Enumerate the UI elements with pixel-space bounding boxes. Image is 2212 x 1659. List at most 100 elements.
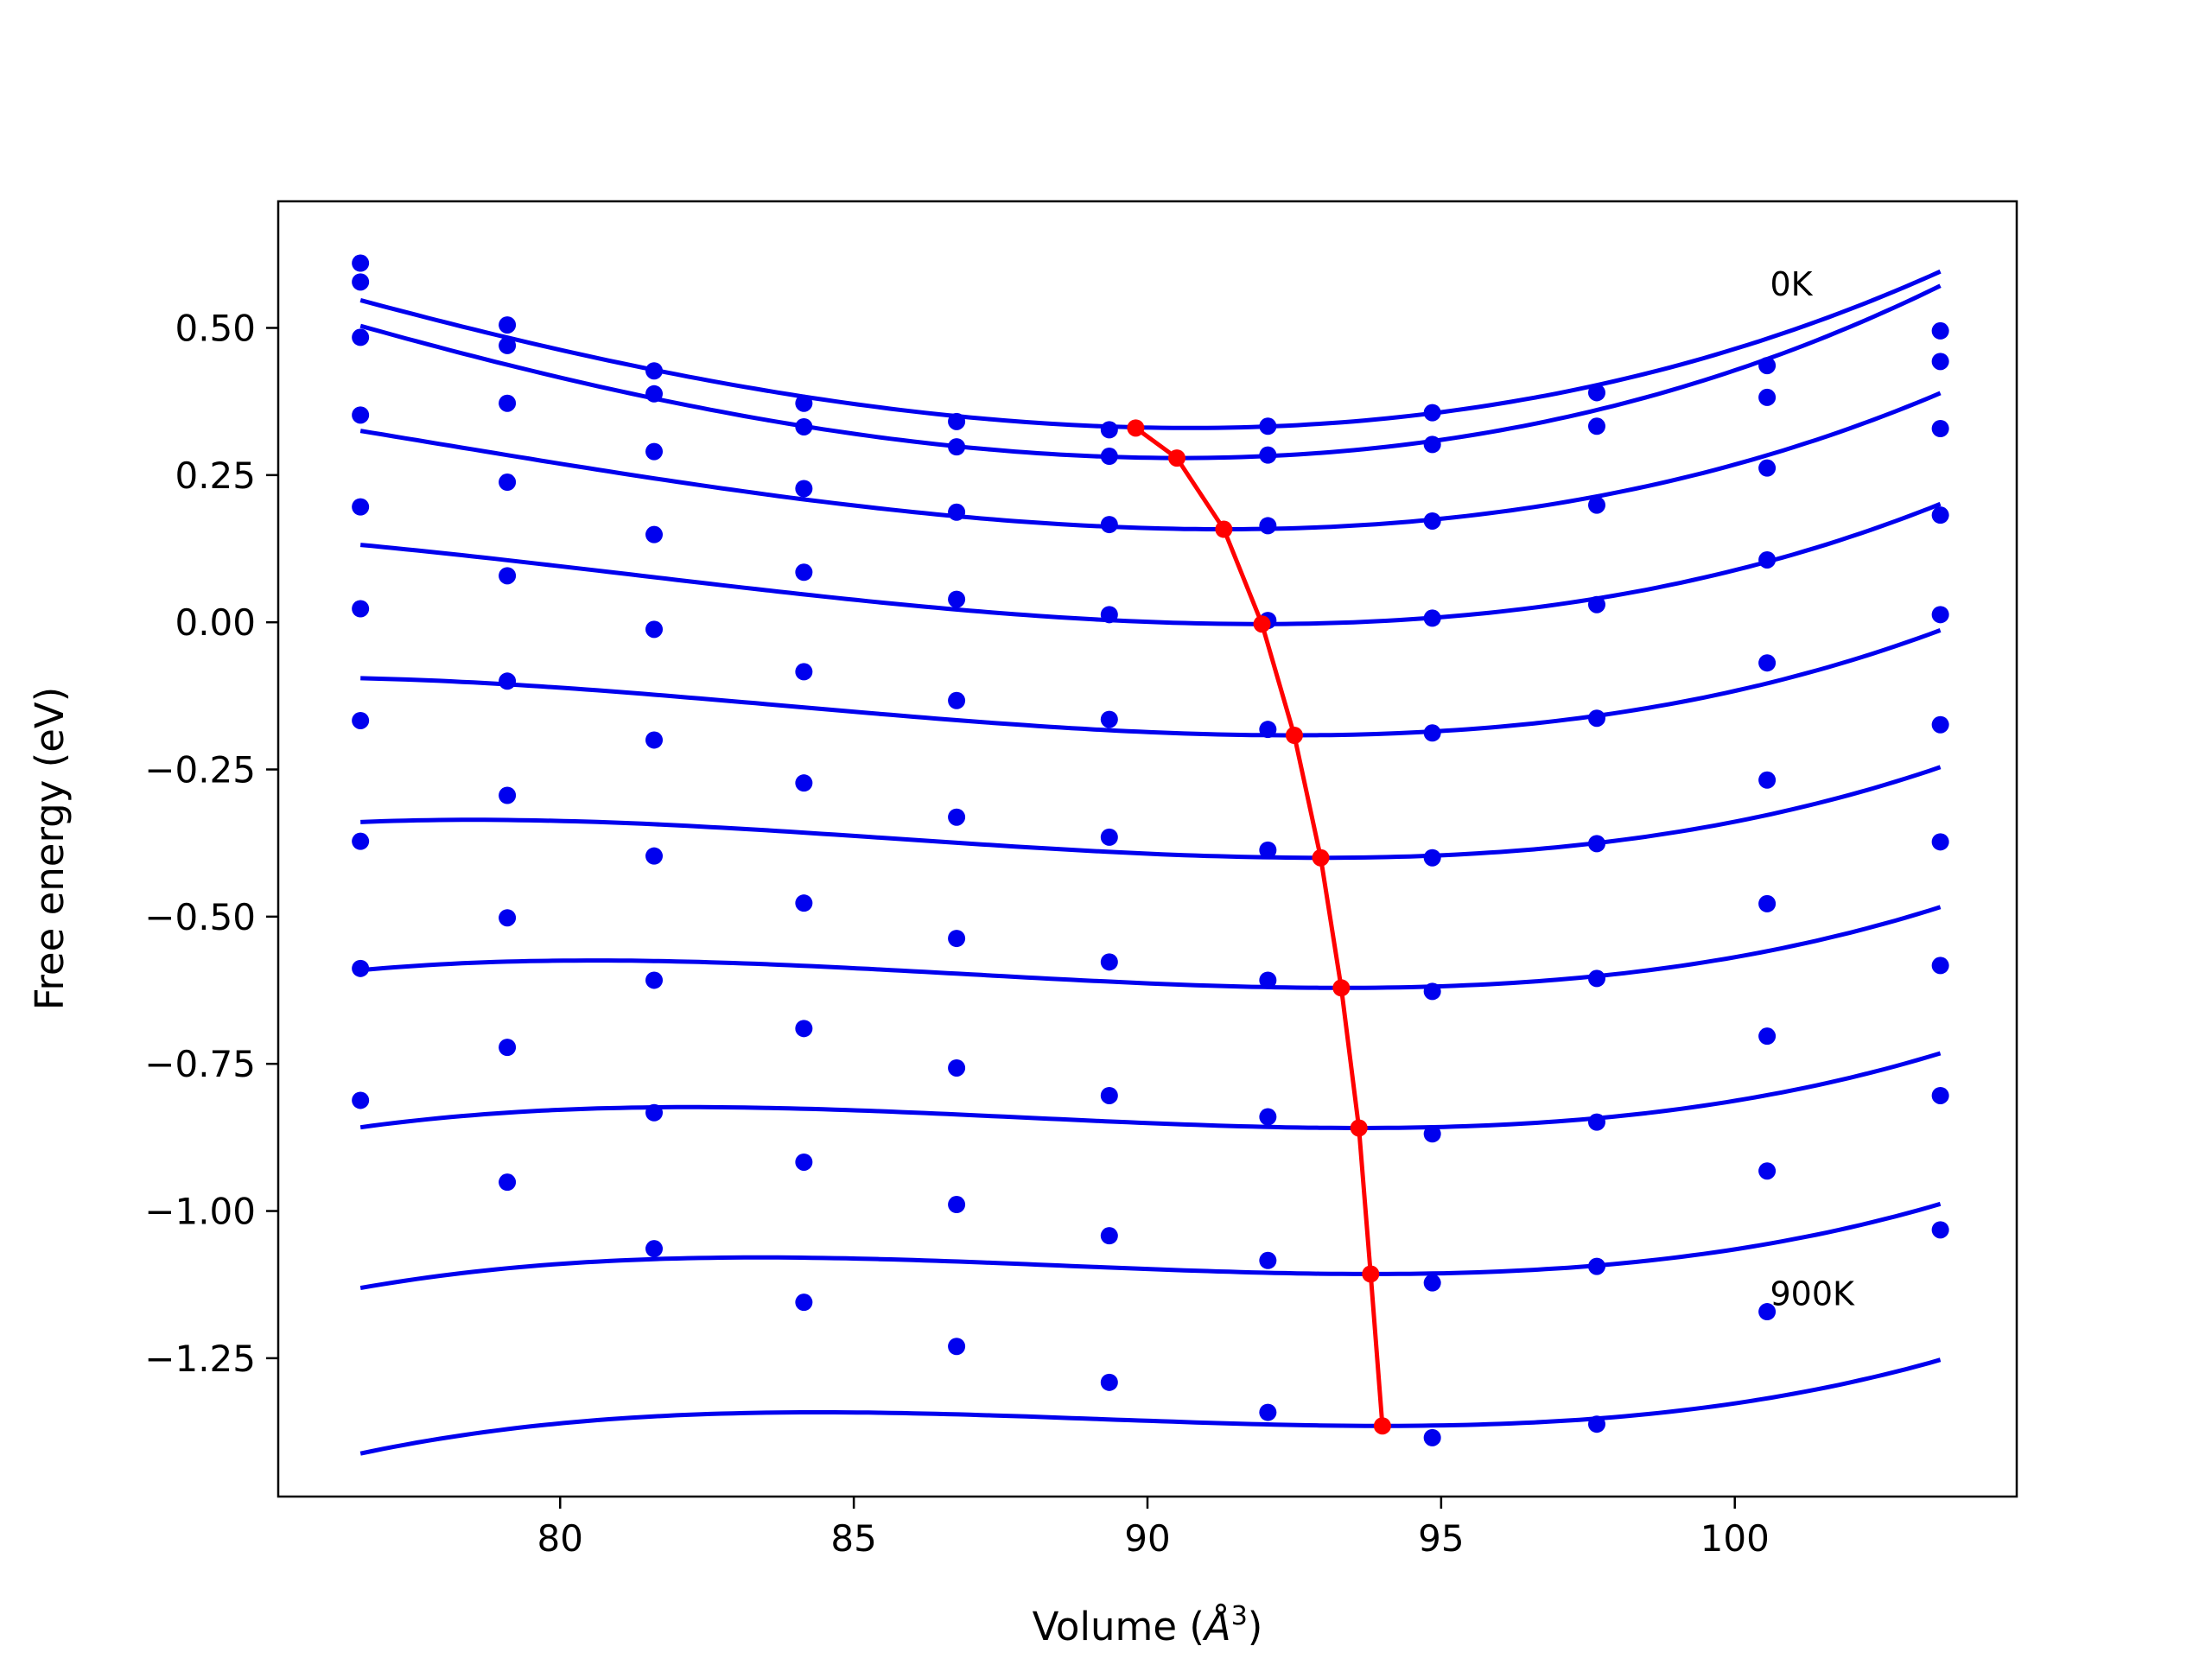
data-point-800K-9	[1758, 1162, 1777, 1180]
fit-curve-100K	[359, 283, 1942, 461]
y-tick-label-0: 0.50	[175, 307, 256, 349]
data-point-100K-10	[1931, 353, 1949, 371]
data-point-700K-0	[352, 832, 370, 850]
y-tick-label-3: −0.25	[144, 749, 256, 791]
y-tick-label-6: −1.00	[144, 1191, 256, 1233]
data-point-400K-9	[1758, 654, 1777, 672]
data-point-700K-2	[645, 971, 664, 989]
y-axis-label: Free energy (eV)	[27, 687, 73, 1010]
data-point-100K-7	[1423, 435, 1441, 454]
data-point-500K-5	[1100, 828, 1118, 846]
data-point-200K-6	[1259, 517, 1277, 535]
data-point-200K-5	[1100, 516, 1118, 534]
fit-curve-0K	[359, 269, 1942, 430]
data-point-400K-3	[795, 663, 813, 681]
data-point-100K-8	[1587, 417, 1605, 435]
minima-point-7	[1350, 1119, 1368, 1137]
x-tick-label-4: 100	[1700, 1517, 1770, 1560]
data-point-600K-1	[499, 786, 517, 804]
data-point-900K-7	[1423, 1428, 1441, 1446]
data-point-0K-10	[1931, 321, 1949, 340]
data-point-700K-7	[1423, 1125, 1441, 1143]
data-points	[352, 254, 1949, 1446]
fit-curve-800K	[359, 1201, 1942, 1291]
annotation-0: 0K	[1770, 265, 1814, 303]
x-axis-label: Volume (Å3)	[1033, 1601, 1263, 1649]
x-axis: 80 85 90 95 100	[537, 1497, 1770, 1560]
data-point-800K-1	[499, 1039, 517, 1057]
data-point-0K-6	[1259, 417, 1277, 435]
data-point-700K-5	[1100, 1086, 1118, 1104]
data-point-100K-4	[948, 438, 966, 456]
fit-curve-700K	[359, 1051, 1942, 1130]
data-point-400K-4	[948, 691, 966, 709]
data-point-200K-1	[499, 394, 517, 412]
data-point-200K-10	[1931, 420, 1949, 438]
data-point-0K-2	[645, 362, 664, 380]
data-point-400K-0	[352, 498, 370, 516]
minima-point-5	[1312, 849, 1330, 867]
data-point-600K-4	[948, 930, 966, 948]
fit-curve-400K	[360, 628, 1942, 738]
fit-curve-300K	[359, 501, 1942, 626]
data-point-0K-4	[948, 412, 966, 430]
data-point-200K-0	[352, 328, 370, 346]
data-point-500K-9	[1758, 771, 1777, 789]
data-point-900K-0	[352, 1091, 370, 1109]
data-point-600K-7	[1423, 982, 1441, 1001]
data-point-300K-0	[352, 406, 370, 424]
data-point-300K-4	[948, 590, 966, 608]
x-axis-unit-exponent: 3	[1231, 1601, 1248, 1631]
data-point-0K-9	[1758, 357, 1777, 375]
data-point-100K-3	[795, 417, 813, 435]
data-point-400K-7	[1423, 724, 1441, 742]
data-point-600K-10	[1931, 833, 1949, 851]
minima-point-3	[1253, 615, 1271, 633]
x-tick-label-2: 90	[1124, 1517, 1170, 1560]
minima-point-0	[1127, 419, 1145, 437]
x-tick-label-3: 95	[1418, 1517, 1464, 1560]
y-tick-label-7: −1.25	[144, 1338, 256, 1380]
x-tick-label-1: 85	[830, 1517, 876, 1560]
data-point-0K-0	[352, 254, 370, 272]
annotation-1: 900K	[1770, 1275, 1856, 1313]
fit-curve-900K	[359, 1357, 1942, 1456]
data-point-200K-7	[1423, 512, 1441, 530]
data-point-300K-9	[1758, 550, 1777, 569]
data-point-600K-3	[795, 894, 813, 912]
data-point-900K-1	[499, 1173, 517, 1192]
data-point-600K-2	[645, 847, 664, 865]
y-axis: 0.50 0.25 0.00 −0.25 −0.50 −0.75 −1.00 −1.25	[144, 307, 278, 1380]
data-point-200K-2	[645, 442, 664, 461]
data-point-800K-2	[645, 1103, 664, 1122]
y-tick-label-5: −0.75	[144, 1043, 256, 1085]
data-point-600K-8	[1587, 969, 1605, 988]
data-point-800K-5	[1100, 1227, 1118, 1245]
data-point-900K-5	[1100, 1373, 1118, 1391]
data-point-500K-7	[1423, 849, 1441, 867]
data-point-300K-10	[1931, 506, 1949, 524]
data-point-0K-1	[499, 316, 517, 334]
data-point-300K-3	[795, 563, 813, 582]
y-tick-label-2: 0.00	[175, 601, 256, 644]
data-point-500K-6	[1259, 841, 1277, 859]
data-point-500K-4	[948, 808, 966, 826]
data-point-900K-8	[1587, 1415, 1605, 1433]
data-point-800K-4	[948, 1196, 966, 1214]
data-point-100K-9	[1758, 388, 1777, 406]
data-point-100K-2	[645, 385, 664, 403]
data-point-200K-4	[948, 503, 966, 521]
y-tick-label-4: −0.50	[144, 896, 256, 938]
fit-curve-500K	[360, 765, 1942, 861]
minima-line	[1127, 419, 1391, 1435]
data-point-800K-0	[352, 959, 370, 977]
data-point-0K-5	[1100, 421, 1118, 439]
data-point-100K-1	[499, 336, 517, 354]
x-axis-label-text: Volume	[1033, 1604, 1177, 1649]
data-point-200K-8	[1587, 496, 1605, 514]
data-point-400K-5	[1100, 710, 1118, 728]
data-point-700K-3	[795, 1020, 813, 1038]
data-point-300K-2	[645, 525, 664, 543]
data-point-0K-8	[1587, 384, 1605, 402]
